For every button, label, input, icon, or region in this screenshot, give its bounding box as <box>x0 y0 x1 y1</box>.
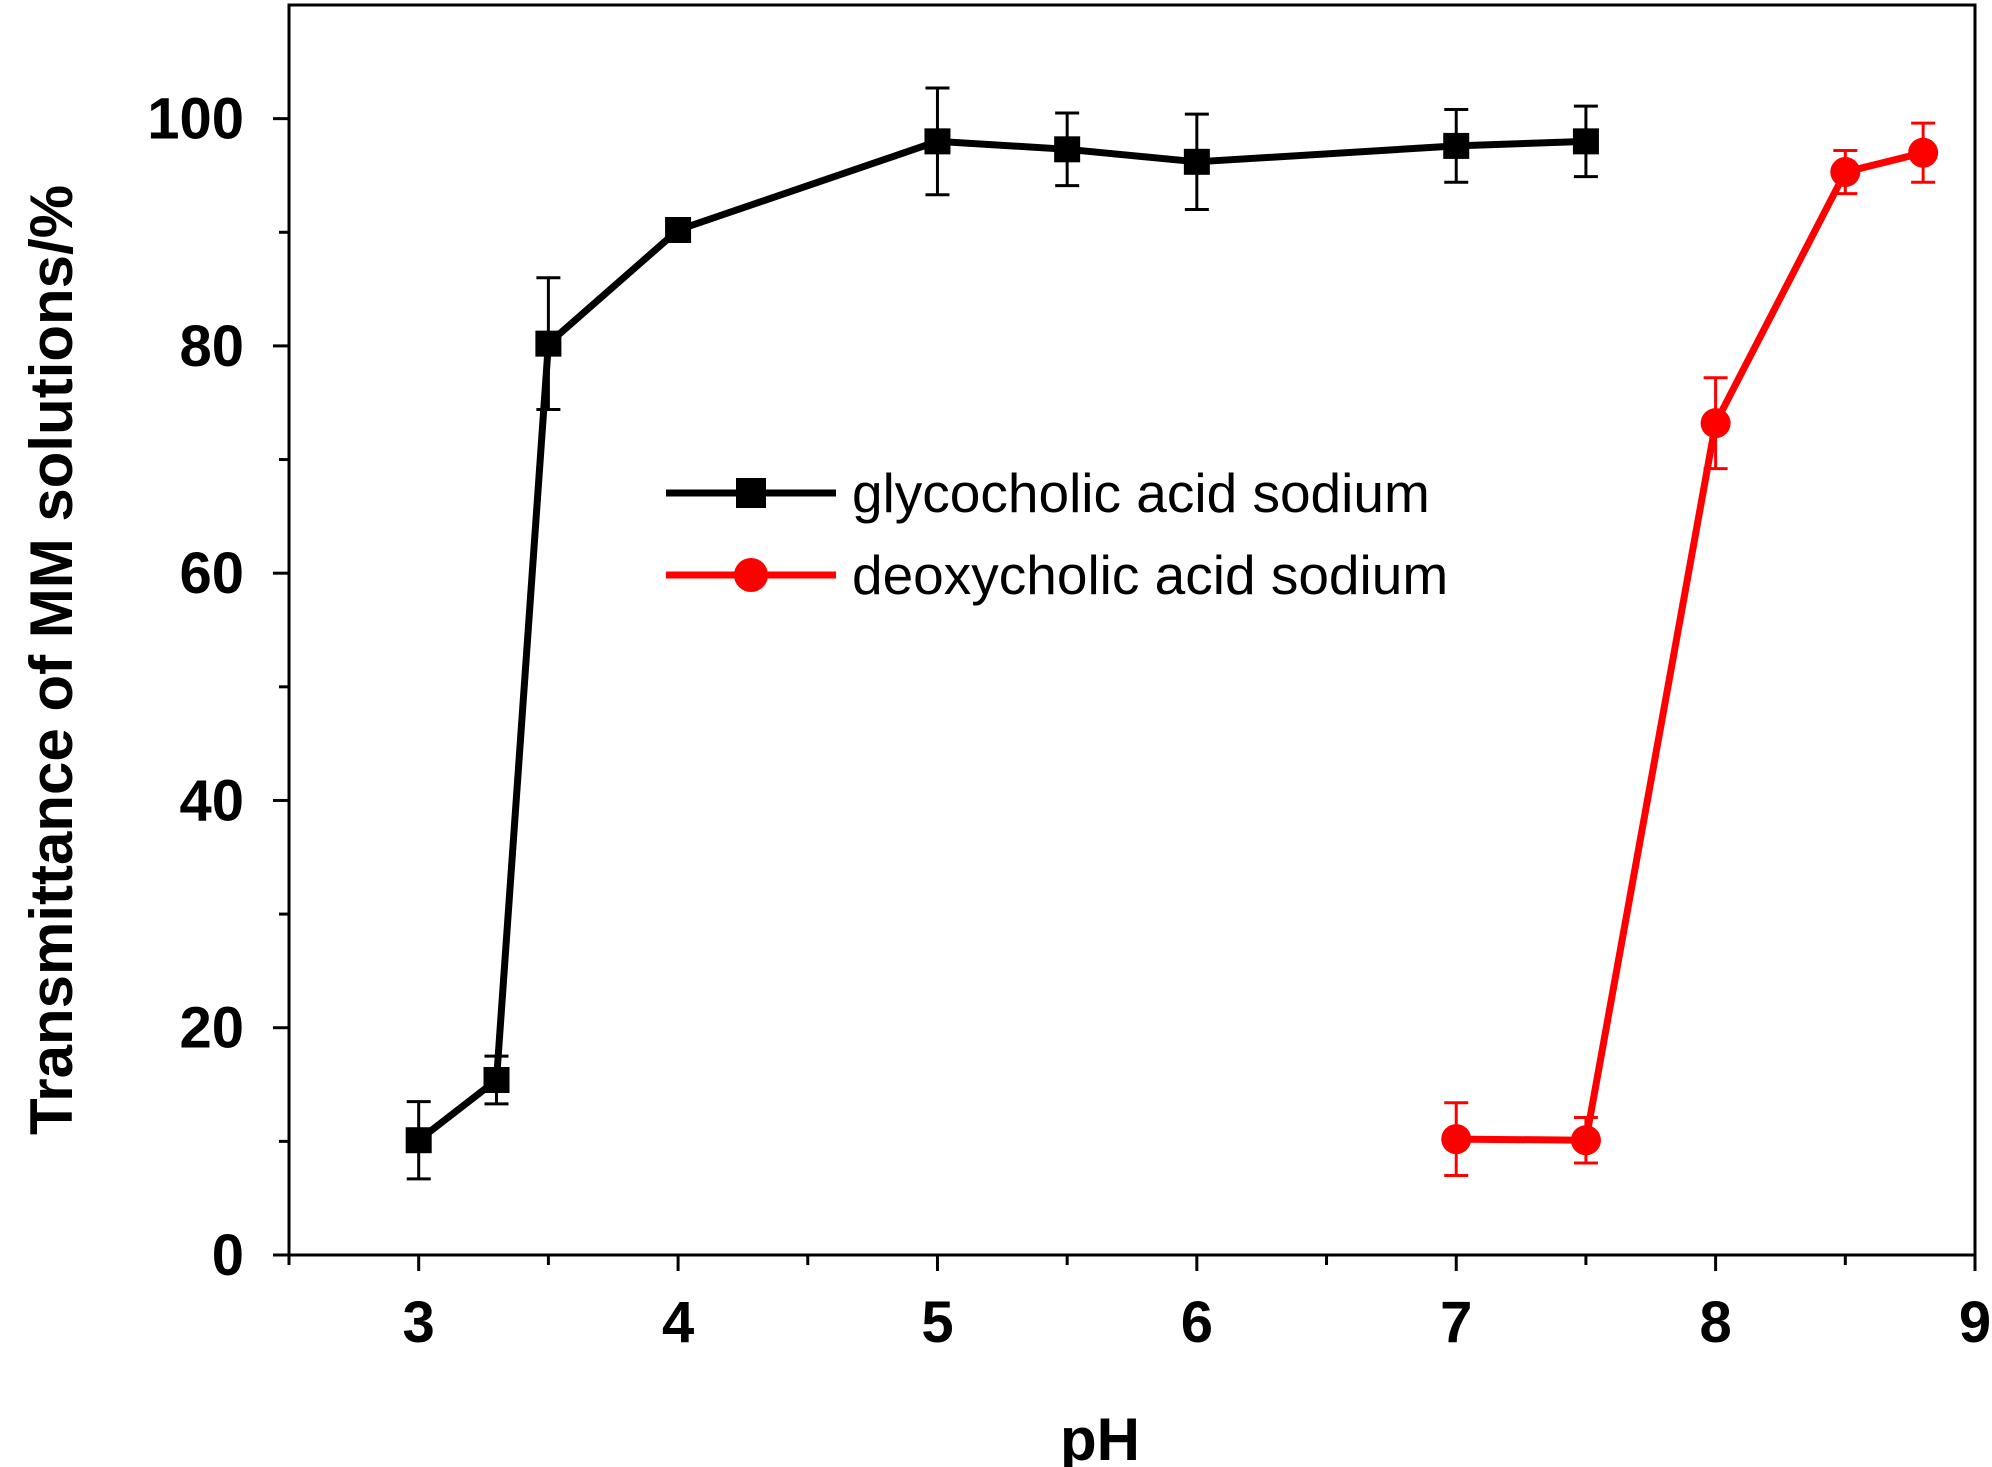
data-point <box>483 1067 510 1093</box>
series-0 <box>405 86 1599 1181</box>
x-tick-label: 8 <box>1699 1290 1731 1355</box>
y-tick-label: 20 <box>179 996 244 1061</box>
series-line <box>416 137 1587 1143</box>
series-1 <box>1441 121 1939 1177</box>
legend-marker <box>734 558 768 592</box>
data-point <box>535 330 562 357</box>
plot-frame <box>287 3 1977 1257</box>
legend: glycocholic acid sodium deoxycholic acid … <box>666 462 1448 606</box>
x-tick-label: 9 <box>1959 1290 1991 1355</box>
data-point <box>405 1127 432 1154</box>
y-tick-label: 60 <box>179 541 244 606</box>
y-axis-title: Transmittance of MM solutions/% <box>18 185 85 1135</box>
y-tick-label: 0 <box>212 1223 244 1288</box>
data-point <box>1443 132 1470 159</box>
x-tick-label: 6 <box>1181 1290 1213 1355</box>
data-point <box>1441 1124 1472 1155</box>
y-tick-label: 40 <box>179 768 244 833</box>
data-point <box>1054 136 1081 163</box>
data-point <box>1830 157 1861 188</box>
data-point <box>1570 1125 1601 1156</box>
data-point <box>924 128 951 155</box>
data-point <box>1572 128 1599 155</box>
data-point <box>665 217 692 243</box>
x-tick-label: 5 <box>921 1290 953 1355</box>
series-line <box>1456 149 1924 1144</box>
data-point <box>1183 148 1210 175</box>
x-tick-label: 3 <box>403 1290 435 1355</box>
x-axis-title: pH <box>1060 1406 1140 1467</box>
legend-label: glycocholic acid sodium <box>852 462 1430 524</box>
legend-label: deoxycholic acid sodium <box>852 544 1448 606</box>
data-point <box>1700 408 1731 439</box>
legend-marker <box>736 478 766 508</box>
x-tick-label: 7 <box>1440 1290 1472 1355</box>
y-tick-label: 100 <box>147 87 244 152</box>
x-tick-label: 4 <box>662 1290 694 1355</box>
y-tick-label: 80 <box>179 314 244 379</box>
data-point <box>1908 137 1939 168</box>
